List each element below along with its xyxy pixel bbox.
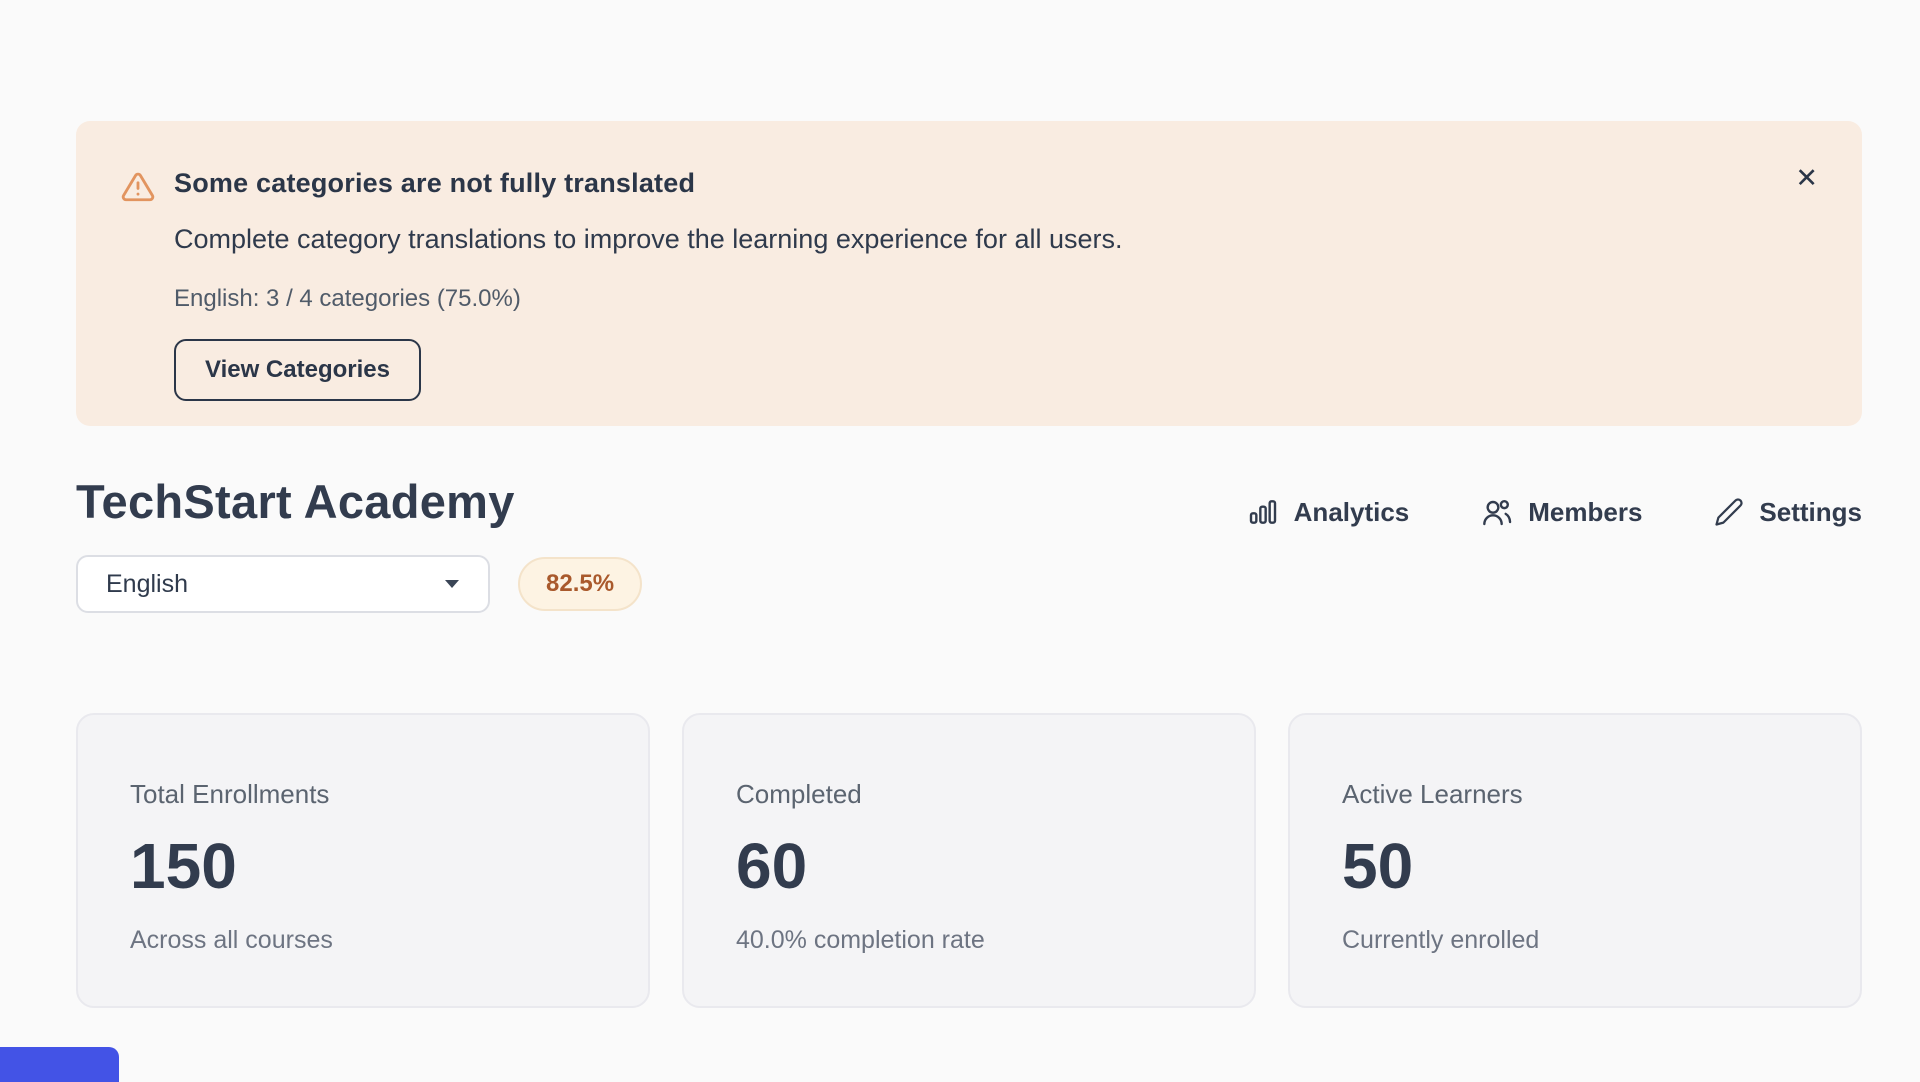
dashboard-page: ✕ Some categories are not fully translat… bbox=[76, 121, 1862, 1008]
banner-progress-text: English: 3 / 4 categories (75.0%) bbox=[174, 285, 521, 312]
translation-percent-badge: 82.5% bbox=[518, 557, 643, 611]
banner-title: Some categories are not fully translated bbox=[174, 168, 696, 198]
stat-sublabel: Across all courses bbox=[130, 926, 333, 954]
banner-description: Complete category translations to improv… bbox=[174, 224, 1123, 254]
header-left: TechStart Academy English 82.5% bbox=[76, 474, 643, 613]
pencil-icon bbox=[1714, 497, 1744, 527]
view-categories-button[interactable]: View Categories bbox=[174, 339, 421, 401]
stats-row: Total Enrollments 150 Across all courses… bbox=[76, 713, 1862, 1008]
warning-triangle-icon bbox=[120, 170, 156, 204]
nav-item-members[interactable]: Members bbox=[1481, 496, 1642, 528]
stat-label: Active Learners bbox=[1342, 779, 1523, 809]
nav-label: Analytics bbox=[1293, 496, 1410, 527]
stat-value: 150 bbox=[130, 830, 237, 902]
bar-chart-icon bbox=[1247, 496, 1279, 528]
stat-card-completed: Completed 60 40.0% completion rate bbox=[682, 713, 1256, 1008]
stat-label: Completed bbox=[736, 779, 862, 809]
language-select-value: English bbox=[106, 569, 188, 598]
stat-value: 60 bbox=[736, 830, 808, 902]
stat-card-active-learners: Active Learners 50 Currently enrolled bbox=[1288, 713, 1862, 1008]
nav-label: Members bbox=[1528, 496, 1643, 527]
chevron-down-icon bbox=[444, 579, 460, 589]
users-icon bbox=[1481, 496, 1513, 528]
stat-card-total-enrollments: Total Enrollments 150 Across all courses bbox=[76, 713, 650, 1008]
stat-sublabel: 40.0% completion rate bbox=[736, 926, 985, 954]
translation-warning-banner: ✕ Some categories are not fully translat… bbox=[76, 121, 1862, 426]
header: TechStart Academy English 82.5% bbox=[76, 474, 1862, 613]
language-select[interactable]: English bbox=[76, 555, 490, 613]
stat-sublabel: Currently enrolled bbox=[1342, 926, 1540, 954]
page-title: TechStart Academy bbox=[76, 475, 515, 528]
nav-item-analytics[interactable]: Analytics bbox=[1247, 496, 1410, 528]
nav-label: Settings bbox=[1759, 496, 1862, 527]
bottom-left-blue-element[interactable] bbox=[0, 1047, 119, 1082]
stat-value: 50 bbox=[1342, 830, 1414, 902]
header-nav: Analytics Members bbox=[1247, 496, 1862, 528]
stat-label: Total Enrollments bbox=[130, 779, 330, 809]
close-icon[interactable]: ✕ bbox=[1795, 163, 1818, 193]
nav-item-settings[interactable]: Settings bbox=[1714, 497, 1862, 528]
